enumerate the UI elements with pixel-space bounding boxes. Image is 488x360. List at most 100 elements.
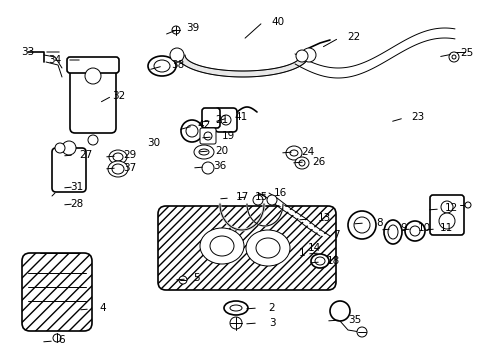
Ellipse shape	[289, 150, 297, 156]
Text: 15: 15	[254, 192, 267, 202]
Circle shape	[298, 160, 305, 166]
Text: 26: 26	[312, 157, 325, 167]
Circle shape	[404, 221, 424, 241]
Text: 20: 20	[215, 146, 228, 156]
Circle shape	[252, 195, 263, 205]
Text: 12: 12	[444, 203, 457, 213]
Circle shape	[172, 26, 180, 34]
FancyBboxPatch shape	[70, 68, 116, 133]
Text: 19: 19	[221, 131, 234, 141]
FancyBboxPatch shape	[22, 253, 92, 331]
Text: 29: 29	[123, 150, 136, 160]
FancyBboxPatch shape	[52, 148, 86, 192]
Ellipse shape	[200, 228, 244, 264]
Ellipse shape	[112, 164, 124, 174]
Circle shape	[448, 52, 458, 62]
Ellipse shape	[109, 150, 127, 164]
Text: 4: 4	[100, 303, 106, 313]
Ellipse shape	[224, 301, 247, 315]
Text: 9: 9	[400, 223, 407, 233]
Text: 28: 28	[70, 199, 83, 209]
Ellipse shape	[194, 145, 214, 159]
Circle shape	[451, 55, 455, 59]
Circle shape	[62, 141, 76, 155]
Text: 14: 14	[307, 243, 320, 253]
Circle shape	[55, 143, 65, 153]
Ellipse shape	[387, 225, 397, 239]
Text: 11: 11	[439, 223, 452, 233]
Text: 36: 36	[213, 161, 226, 171]
Circle shape	[202, 162, 214, 174]
Ellipse shape	[294, 157, 308, 169]
Circle shape	[295, 50, 307, 62]
Text: 35: 35	[347, 315, 361, 325]
Ellipse shape	[108, 161, 128, 177]
Ellipse shape	[209, 236, 234, 256]
Circle shape	[266, 195, 276, 205]
Text: 21: 21	[215, 115, 228, 125]
Ellipse shape	[199, 149, 208, 155]
Circle shape	[302, 48, 315, 62]
Text: 23: 23	[410, 112, 424, 122]
Text: 13: 13	[317, 213, 330, 223]
Circle shape	[88, 135, 98, 145]
Text: 17: 17	[235, 192, 248, 202]
Circle shape	[85, 68, 101, 84]
Circle shape	[53, 334, 61, 342]
Ellipse shape	[314, 257, 325, 265]
FancyBboxPatch shape	[158, 206, 335, 290]
FancyBboxPatch shape	[67, 57, 119, 73]
Circle shape	[170, 48, 183, 62]
Text: 24: 24	[301, 147, 314, 157]
Text: 22: 22	[346, 32, 360, 42]
Circle shape	[229, 317, 242, 329]
Polygon shape	[177, 55, 308, 77]
Text: 3: 3	[268, 318, 275, 328]
Text: 5: 5	[192, 273, 199, 283]
Text: 40: 40	[271, 17, 284, 27]
Ellipse shape	[154, 60, 170, 72]
FancyBboxPatch shape	[429, 195, 463, 235]
Circle shape	[347, 211, 375, 239]
Circle shape	[353, 217, 369, 233]
Text: 1: 1	[298, 248, 305, 258]
Text: 42: 42	[197, 120, 210, 130]
Text: 7: 7	[332, 230, 339, 240]
Circle shape	[181, 120, 203, 142]
Circle shape	[440, 201, 452, 213]
Text: 41: 41	[234, 112, 247, 122]
Text: 31: 31	[70, 182, 83, 192]
Circle shape	[185, 125, 198, 137]
Text: 38: 38	[171, 60, 184, 70]
Ellipse shape	[383, 220, 401, 244]
Ellipse shape	[310, 254, 328, 268]
Circle shape	[221, 115, 230, 125]
Circle shape	[203, 132, 212, 140]
FancyBboxPatch shape	[202, 108, 220, 128]
Circle shape	[464, 202, 470, 208]
Ellipse shape	[148, 56, 176, 76]
Circle shape	[409, 226, 419, 236]
Circle shape	[179, 276, 186, 284]
Text: 30: 30	[147, 138, 160, 148]
Text: 2: 2	[268, 303, 275, 313]
Circle shape	[356, 327, 366, 337]
FancyBboxPatch shape	[215, 108, 237, 132]
Ellipse shape	[245, 230, 289, 266]
Text: 18: 18	[325, 256, 339, 266]
Circle shape	[329, 301, 349, 321]
Text: 16: 16	[273, 188, 286, 198]
Ellipse shape	[229, 305, 242, 311]
Ellipse shape	[113, 153, 123, 161]
Text: 10: 10	[417, 223, 429, 233]
Circle shape	[438, 213, 454, 229]
Text: 27: 27	[79, 150, 92, 160]
Text: 37: 37	[123, 163, 136, 173]
Text: 8: 8	[376, 218, 383, 228]
Text: 33: 33	[21, 47, 35, 57]
Text: 32: 32	[112, 91, 125, 101]
Ellipse shape	[285, 146, 302, 160]
Text: 34: 34	[48, 55, 61, 65]
Text: 6: 6	[59, 335, 65, 345]
Text: 25: 25	[459, 48, 473, 58]
